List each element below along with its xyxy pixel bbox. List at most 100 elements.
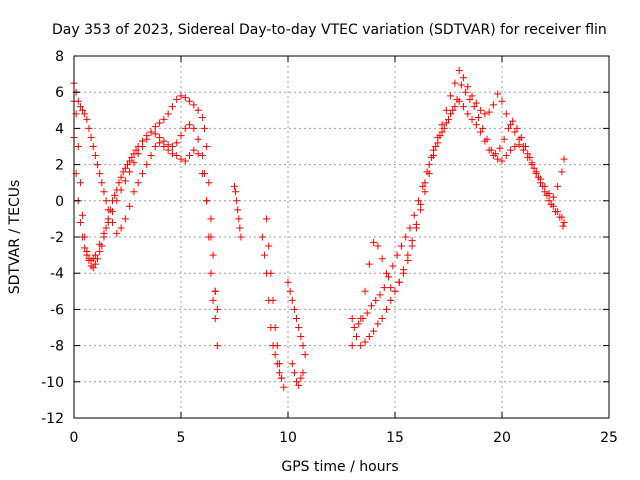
data-point: [297, 374, 305, 382]
data-point: [361, 287, 369, 295]
data-point: [147, 128, 155, 136]
data-point: [231, 182, 238, 190]
data-point: [487, 146, 495, 154]
data-point: [423, 168, 431, 176]
data-point: [89, 143, 97, 150]
data-point: [113, 197, 121, 205]
data-point: [511, 143, 519, 150]
y-tick-label: 8: [55, 49, 64, 65]
data-point: [494, 90, 502, 98]
data-point: [367, 302, 375, 310]
data-point: [442, 106, 450, 114]
data-point: [295, 381, 303, 389]
data-point: [207, 215, 215, 223]
data-point: [430, 146, 438, 154]
data-point: [477, 106, 485, 114]
data-point: [470, 103, 478, 111]
data-point: [427, 153, 435, 161]
data-point: [464, 110, 472, 118]
data-series: [70, 66, 568, 391]
series-track-f: [348, 97, 568, 350]
data-point: [286, 287, 294, 295]
data-point: [301, 351, 309, 359]
data-point: [549, 193, 557, 201]
data-point: [502, 110, 510, 118]
y-tick-label: -2: [50, 230, 64, 246]
data-point: [393, 251, 401, 259]
data-point: [89, 255, 97, 263]
data-point: [504, 124, 512, 132]
data-point: [94, 161, 102, 169]
data-point: [451, 103, 459, 111]
data-point: [485, 108, 493, 116]
data-point: [177, 92, 185, 100]
x-tick-label: 25: [600, 430, 618, 446]
data-point: [436, 132, 444, 140]
data-point: [91, 152, 99, 160]
data-point: [190, 146, 198, 154]
data-point: [177, 155, 185, 163]
series-track-b: [70, 92, 221, 313]
data-point: [83, 251, 91, 259]
data-point: [109, 208, 117, 216]
data-point: [134, 150, 142, 158]
data-point: [415, 197, 423, 205]
data-point: [186, 97, 194, 105]
data-point: [404, 251, 412, 259]
data-point: [263, 215, 271, 223]
data-point: [352, 333, 360, 341]
data-point: [385, 273, 393, 281]
data-point: [511, 128, 519, 136]
x-tick-label: 10: [279, 430, 297, 446]
data-point: [498, 157, 506, 165]
data-point: [370, 327, 378, 335]
data-point: [387, 296, 395, 304]
data-point: [500, 135, 508, 143]
data-point: [395, 278, 403, 286]
data-point: [164, 110, 172, 118]
data-point: [181, 157, 189, 165]
data-point: [102, 197, 110, 205]
data-point: [265, 242, 273, 250]
data-point: [96, 170, 104, 178]
data-point: [198, 170, 206, 178]
data-point: [160, 115, 168, 123]
data-point: [151, 130, 159, 138]
data-point: [290, 305, 298, 313]
data-point: [273, 360, 281, 368]
data-point: [91, 260, 99, 268]
data-point: [363, 309, 371, 317]
data-point: [203, 143, 211, 150]
data-point: [119, 168, 127, 176]
data-point: [233, 197, 241, 205]
data-point: [181, 94, 189, 102]
data-point: [370, 238, 378, 246]
data-point: [359, 314, 367, 322]
data-point: [74, 143, 82, 150]
data-point: [121, 215, 129, 223]
data-point: [389, 262, 397, 270]
data-point: [271, 351, 279, 359]
data-point: [288, 296, 296, 304]
data-point: [517, 133, 525, 141]
data-point: [98, 179, 106, 187]
data-point: [560, 219, 568, 227]
data-point: [440, 124, 448, 132]
data-point: [442, 119, 450, 127]
data-point: [211, 314, 219, 322]
data-point: [79, 233, 87, 241]
y-tick-label: -12: [41, 411, 64, 427]
data-point: [151, 123, 159, 131]
data-point: [477, 128, 485, 136]
axis-ticks: 0 5 10 15 20 25 -12 -10 -8 -6 -4 -2 0 2 4 6 8: [41, 49, 618, 446]
data-point: [126, 202, 134, 210]
data-point: [494, 155, 502, 163]
series-track-c: [70, 79, 221, 350]
x-tick-label: 15: [386, 430, 404, 446]
data-point: [507, 121, 515, 129]
data-point: [198, 114, 206, 122]
data-point: [128, 153, 136, 161]
data-point: [299, 369, 307, 377]
data-point: [168, 103, 176, 111]
data-point: [132, 146, 140, 154]
